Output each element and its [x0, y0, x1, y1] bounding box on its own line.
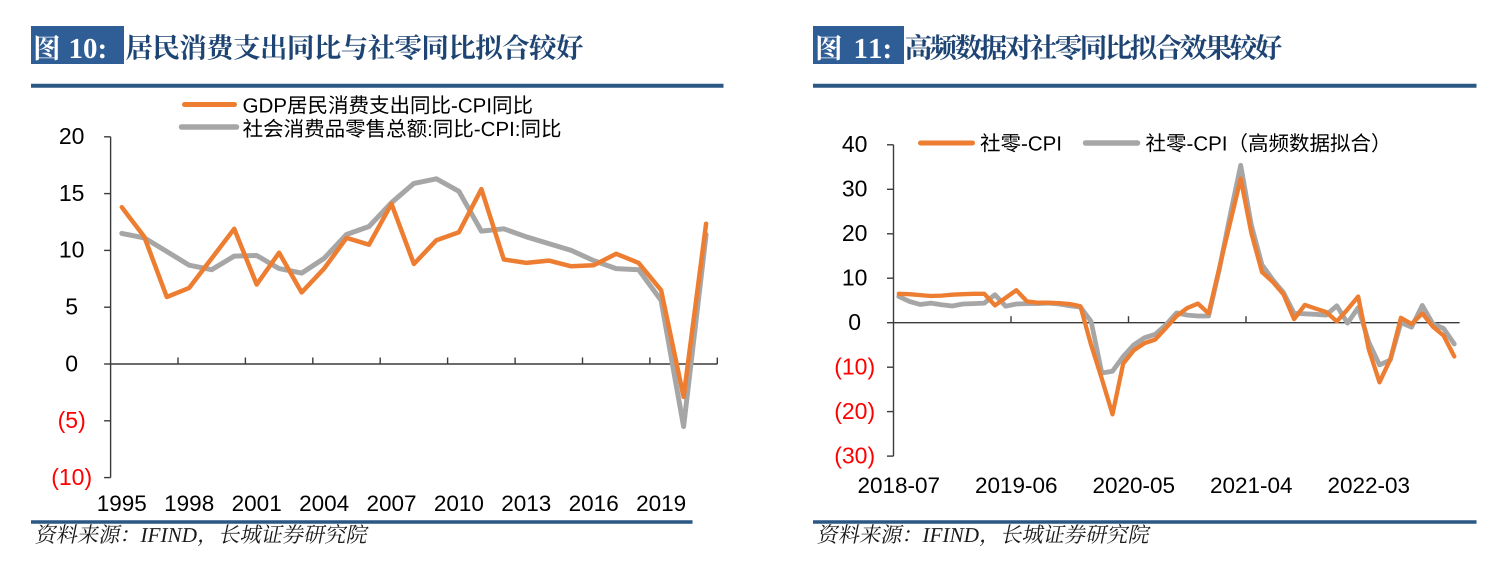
svg-text:2018-07: 2018-07 [858, 473, 941, 498]
svg-text:2020-05: 2020-05 [1093, 473, 1176, 498]
svg-text:2022-03: 2022-03 [1328, 473, 1411, 498]
svg-text:(30): (30) [834, 442, 875, 468]
svg-text:1995: 1995 [97, 491, 147, 516]
svg-text:(10): (10) [51, 464, 92, 490]
svg-text:2013: 2013 [501, 491, 551, 516]
svg-text:2010: 2010 [434, 491, 484, 516]
svg-text:10: 10 [842, 265, 868, 291]
svg-text:2019-06: 2019-06 [975, 473, 1058, 498]
svg-text:15: 15 [59, 180, 85, 206]
svg-text:2001: 2001 [232, 491, 282, 516]
svg-text:0: 0 [848, 309, 861, 335]
svg-text:1998: 1998 [164, 491, 214, 516]
svg-text:20: 20 [842, 220, 868, 246]
svg-text:2019: 2019 [636, 491, 686, 516]
svg-text:30: 30 [842, 176, 868, 202]
svg-text:2021-04: 2021-04 [1210, 473, 1293, 498]
svg-text:2007: 2007 [366, 491, 416, 516]
svg-text:(10): (10) [834, 354, 875, 380]
svg-text:10: 10 [59, 237, 85, 263]
svg-text:2016: 2016 [569, 491, 619, 516]
svg-text:(20): (20) [834, 398, 875, 424]
svg-text:0: 0 [65, 350, 78, 376]
svg-text:40: 40 [842, 131, 868, 157]
svg-text:(5): (5) [58, 407, 86, 433]
svg-text:5: 5 [65, 294, 78, 320]
svg-text:2004: 2004 [299, 491, 349, 516]
svg-text:20: 20 [59, 123, 85, 149]
